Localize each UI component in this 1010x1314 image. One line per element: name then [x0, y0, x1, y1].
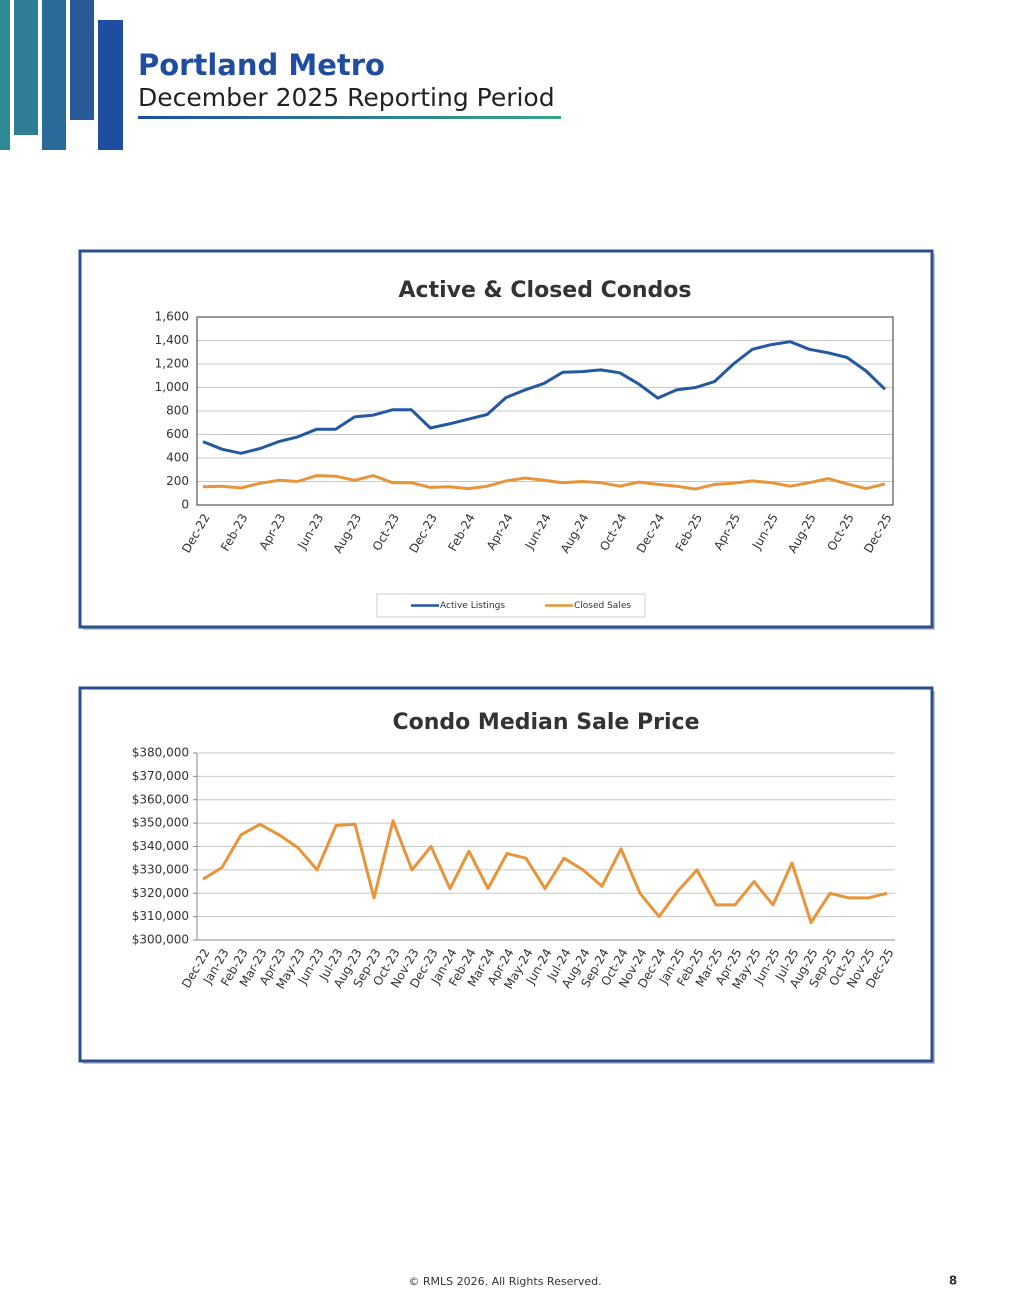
- legend-box: [376, 593, 646, 618]
- header-subtitle: December 2025 Reporting Period: [138, 83, 555, 112]
- y-tick-label: 1,600: [155, 310, 189, 324]
- plot-border: [196, 316, 894, 506]
- y-tick-label: $350,000: [132, 816, 189, 830]
- header-bar: [70, 0, 94, 120]
- series-line: [202, 819, 888, 924]
- header-bar: [98, 20, 123, 150]
- series-line: [202, 340, 887, 455]
- chart-title: Active & Closed Condos: [399, 278, 692, 303]
- series-line: [202, 474, 886, 491]
- header-underline: [138, 116, 561, 119]
- chart-title: Condo Median Sale Price: [392, 710, 699, 735]
- y-tick-label: $340,000: [132, 839, 189, 853]
- y-tick-label: $300,000: [132, 933, 189, 947]
- header-bar: [42, 0, 66, 150]
- header-bar: [0, 0, 10, 150]
- y-tick-label: 600: [166, 427, 189, 441]
- footer-copyright: © RMLS 2026. All Rights Reserved.: [408, 1275, 601, 1288]
- chart-frame: [78, 686, 934, 1063]
- legend-label: Closed Sales: [574, 601, 631, 611]
- header-bar: [14, 0, 38, 135]
- y-tick-label: $330,000: [132, 862, 189, 876]
- chart-frame: [78, 249, 934, 629]
- y-tick-label: 1,200: [155, 357, 189, 371]
- y-tick-label: 200: [166, 474, 189, 488]
- page-number: 8: [949, 1274, 957, 1288]
- y-tick-label: $320,000: [132, 886, 189, 900]
- y-tick-label: $370,000: [132, 769, 189, 783]
- y-tick-label: $360,000: [132, 792, 189, 806]
- y-tick-label: 800: [166, 404, 189, 418]
- y-tick-label: 1,000: [155, 380, 189, 394]
- y-tick-label: $310,000: [132, 909, 189, 923]
- y-tick-label: 1,400: [155, 333, 189, 347]
- y-tick-label: 0: [181, 498, 189, 512]
- y-tick-label: $380,000: [132, 746, 189, 760]
- header-title: Portland Metro: [138, 48, 385, 82]
- legend-label: Active Listings: [440, 601, 505, 611]
- y-tick-label: 400: [166, 451, 189, 465]
